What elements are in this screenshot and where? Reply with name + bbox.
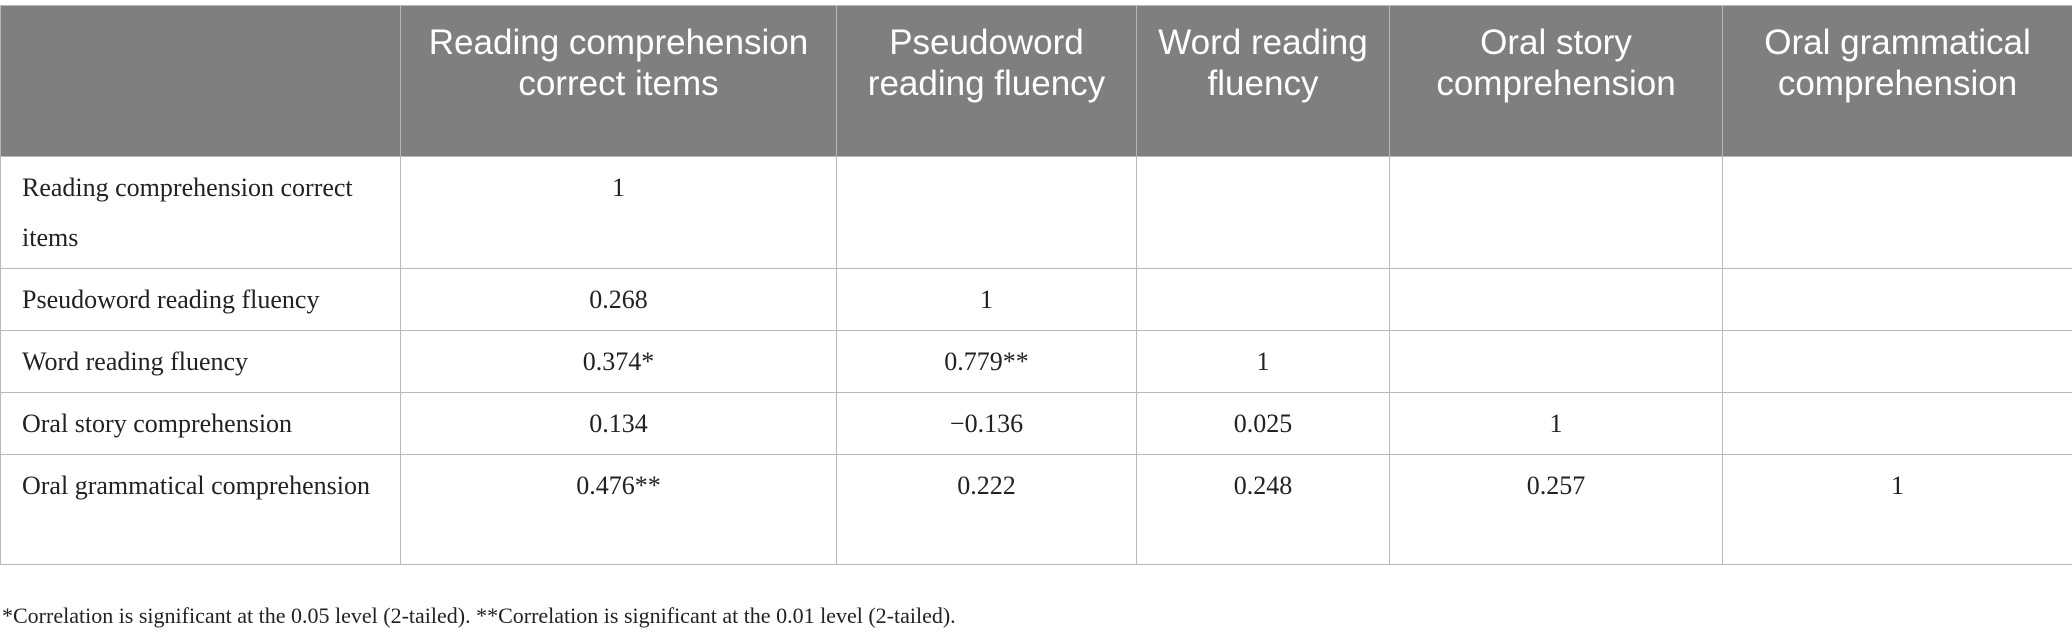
correlation-cell: 1 <box>1136 330 1390 393</box>
correlation-cell: 0.134 <box>400 392 837 455</box>
correlation-cell: 0.222 <box>836 454 1137 565</box>
correlation-cell: 1 <box>1722 454 2072 565</box>
table-row: Oral grammatical comprehension 0.476** 0.2… <box>0 454 2072 565</box>
column-header: Oral grammatical comprehension <box>1722 5 2072 157</box>
corner-cell <box>0 5 401 157</box>
empty-cell <box>1136 156 1390 269</box>
correlation-cell: 0.268 <box>400 268 837 331</box>
empty-cell <box>1136 268 1390 331</box>
empty-cell <box>1722 156 2072 269</box>
correlation-cell: 1 <box>1389 392 1723 455</box>
row-label: Pseudoword reading fluency <box>0 268 401 331</box>
correlation-cell: 1 <box>400 156 837 269</box>
correlation-cell: 0.248 <box>1136 454 1390 565</box>
empty-cell <box>1389 156 1723 269</box>
empty-cell <box>1722 268 2072 331</box>
table-row: Pseudoword reading fluency 0.268 1 <box>0 268 2072 331</box>
correlation-cell: 1 <box>836 268 1137 331</box>
row-label: Reading comprehension correct items <box>0 156 401 269</box>
column-header: Word reading fluency <box>1136 5 1390 157</box>
header-row: Reading comprehension correct items Pseud… <box>0 5 2072 157</box>
empty-cell <box>836 156 1137 269</box>
correlation-cell: 0.779** <box>836 330 1137 393</box>
empty-cell <box>1389 330 1723 393</box>
column-header: Oral story comprehension <box>1389 5 1723 157</box>
correlation-table: Reading comprehension correct items Pseud… <box>0 5 2072 565</box>
table-row: Word reading fluency 0.374* 0.779** 1 <box>0 330 2072 393</box>
column-header: Reading comprehension correct items <box>400 5 837 157</box>
row-label: Oral grammatical comprehension <box>0 454 401 565</box>
correlation-cell: 0.374* <box>400 330 837 393</box>
empty-cell <box>1389 268 1723 331</box>
correlation-cell: 0.476** <box>400 454 837 565</box>
table-row: Reading comprehension correct items 1 <box>0 156 2072 269</box>
correlation-cell: −0.136 <box>836 392 1137 455</box>
empty-cell <box>1722 392 2072 455</box>
row-label: Word reading fluency <box>0 330 401 393</box>
table-row: Oral story comprehension 0.134 −0.136 0.025… <box>0 392 2072 455</box>
empty-cell <box>1722 330 2072 393</box>
row-label: Oral story comprehension <box>0 392 401 455</box>
footnote: *Correlation is significant at the 0.05 … <box>2 603 956 628</box>
table-body: Reading comprehension correct items 1 Pseu… <box>0 156 2072 565</box>
correlation-cell: 0.257 <box>1389 454 1723 565</box>
column-header: Pseudoword reading fluency <box>836 5 1137 157</box>
correlation-cell: 0.025 <box>1136 392 1390 455</box>
